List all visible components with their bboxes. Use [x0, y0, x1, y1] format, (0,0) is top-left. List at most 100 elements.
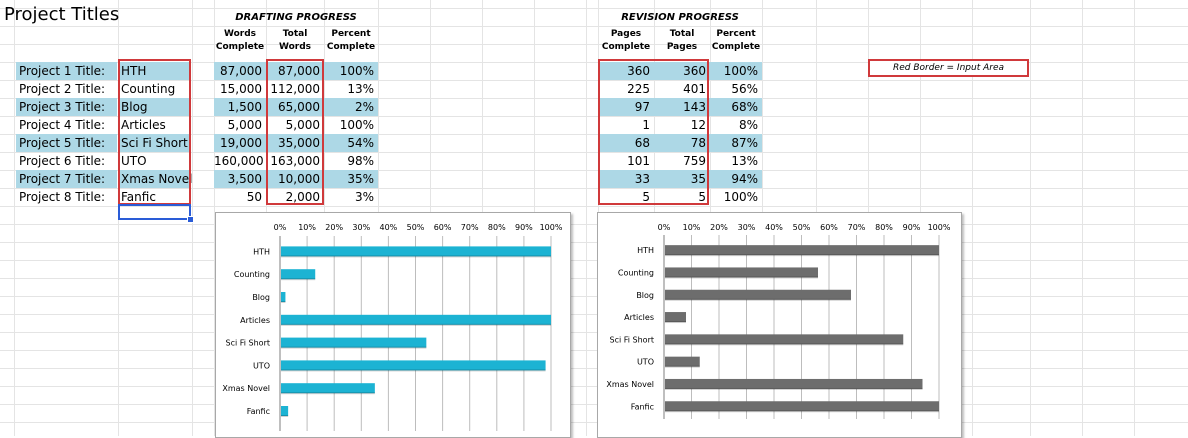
tick-label: 30% [738, 223, 756, 232]
bar-shadow [281, 278, 316, 281]
total-words-cell[interactable]: 163,000 [270, 154, 320, 168]
project-label-cell: Project 7 Title: [16, 170, 117, 188]
drafting-subheader-2: Percent Complete [324, 28, 378, 54]
words-complete-cell[interactable]: 5,000 [227, 118, 262, 132]
draft-percent-cell: 35% [324, 170, 378, 188]
revision-percent-cell: 8% [738, 118, 758, 132]
project-name-cell[interactable]: UTO [121, 154, 147, 168]
bar [281, 246, 551, 257]
tick-label: 40% [380, 223, 398, 232]
drafting-progress-chart[interactable]: 0% 10% 20% 30% 40% 50% 60% 70% 80% 90% 100% HTH Coun… [215, 212, 571, 438]
total-pages-cell[interactable]: 78 [654, 134, 710, 152]
tick-label: 80% [875, 223, 893, 232]
subheader-line: Percent [716, 29, 756, 39]
words-complete-cell[interactable]: 1,500 [214, 98, 266, 116]
revision-header: REVISION PROGRESS [621, 12, 739, 23]
project-label-cell: Project 8 Title: [19, 190, 106, 204]
total-words-cell[interactable]: 87,000 [266, 62, 324, 80]
subheader-line: Total [669, 29, 695, 39]
total-pages-cell[interactable]: 759 [683, 154, 706, 168]
category-label: Xmas Novel [606, 380, 654, 389]
category-label: Sci Fi Short [226, 339, 271, 348]
bar [281, 383, 375, 394]
category-label: Counting [618, 268, 654, 277]
bar [281, 269, 316, 280]
selected-cell[interactable] [118, 204, 191, 220]
bar [281, 292, 286, 302]
draft-percent-cell: 3% [354, 190, 374, 204]
total-pages-cell[interactable]: 143 [654, 98, 710, 116]
total-words-cell[interactable]: 112,000 [270, 82, 320, 96]
category-label: UTO [637, 358, 654, 367]
subheader-line: Pages [666, 42, 698, 52]
revision-progress-chart[interactable]: 0% 10% 20% 30% 40% 50% 60% 70% 80% 90% 100% HTH Coun… [597, 212, 962, 438]
bar-shadow [281, 323, 551, 326]
words-complete-cell[interactable]: 19,000 [214, 134, 266, 152]
tick-label: 70% [848, 223, 866, 232]
bar [281, 360, 546, 371]
pages-complete-cell[interactable]: 5 [642, 190, 650, 204]
fill-handle[interactable] [187, 216, 194, 223]
total-pages-cell[interactable]: 401 [683, 82, 706, 96]
project-name-cell[interactable]: Sci Fi Short [118, 134, 191, 152]
project-label-cell: Project 4 Title: [19, 118, 106, 132]
drafting-chart-svg: 0% 10% 20% 30% 40% 50% 60% 70% 80% 90% 100% HTH Coun… [222, 223, 563, 431]
pages-complete-cell[interactable]: 1 [642, 118, 650, 132]
project-name-cell[interactable]: Counting [121, 82, 176, 96]
words-complete-cell[interactable]: 160,000 [214, 154, 264, 168]
input-area-note: Red Border = Input Area [868, 59, 1029, 77]
category-label: Blog [252, 293, 270, 302]
tick-label: 30% [352, 223, 370, 232]
tick-label: 10% [298, 223, 316, 232]
project-name-cell[interactable]: Blog [118, 98, 191, 116]
revision-percent-cell: 100% [723, 190, 758, 204]
draft-percent-cell: 2% [324, 98, 378, 116]
tick-label: 90% [903, 223, 921, 232]
project-name-cell[interactable]: Fanfic [121, 190, 156, 204]
words-complete-cell[interactable]: 15,000 [220, 82, 262, 96]
total-pages-cell[interactable]: 12 [690, 118, 706, 132]
pages-complete-cell[interactable]: 33 [598, 170, 654, 188]
revision-chart-svg: 0% 10% 20% 30% 40% 50% 60% 70% 80% 90% 100% HTH Coun… [606, 223, 951, 419]
pages-complete-cell[interactable]: 360 [598, 62, 654, 80]
revision-percent-cell: 56% [731, 82, 758, 96]
revision-percent-cell: 87% [710, 134, 762, 152]
total-words-cell[interactable]: 2,000 [285, 190, 320, 204]
tick-label: 50% [793, 223, 811, 232]
pages-complete-cell[interactable]: 68 [598, 134, 654, 152]
revision-percent-cell: 13% [731, 154, 758, 168]
tick-label: 0% [274, 223, 287, 232]
draft-percent-cell: 13% [347, 82, 374, 96]
subheader-line: Pages [610, 29, 642, 39]
tick-label: 60% [820, 223, 838, 232]
bar-shadow [281, 415, 289, 417]
pages-complete-cell[interactable]: 97 [598, 98, 654, 116]
tick-label: 80% [488, 223, 506, 232]
project-name-cell[interactable]: HTH [118, 62, 191, 80]
tick-label: 60% [434, 223, 452, 232]
bar-shadow [281, 301, 286, 303]
pages-complete-cell[interactable]: 101 [627, 154, 650, 168]
total-words-cell[interactable]: 65,000 [266, 98, 324, 116]
tick-label: 20% [710, 223, 728, 232]
words-complete-cell[interactable]: 50 [246, 190, 262, 204]
total-pages-cell[interactable]: 360 [654, 62, 710, 80]
subheader-line: Words [278, 42, 312, 52]
words-complete-cell[interactable]: 87,000 [214, 62, 266, 80]
tick-label: 0% [658, 223, 671, 232]
subheader-line: Percent [331, 29, 371, 39]
draft-percent-cell: 100% [324, 62, 378, 80]
total-words-cell[interactable]: 5,000 [285, 118, 320, 132]
total-words-cell[interactable]: 10,000 [266, 170, 324, 188]
bar [281, 337, 427, 348]
project-name-cell[interactable]: Xmas Novel [118, 170, 192, 188]
words-complete-cell[interactable]: 3,500 [214, 170, 266, 188]
project-name-cell[interactable]: Articles [121, 118, 166, 132]
pages-complete-cell[interactable]: 225 [627, 82, 650, 96]
total-pages-cell[interactable]: 35 [654, 170, 710, 188]
category-label: Fanfic [631, 402, 654, 411]
total-pages-cell[interactable]: 5 [698, 190, 706, 204]
subheader-line: Words [223, 29, 257, 39]
total-words-cell[interactable]: 35,000 [266, 134, 324, 152]
bar [665, 378, 923, 389]
